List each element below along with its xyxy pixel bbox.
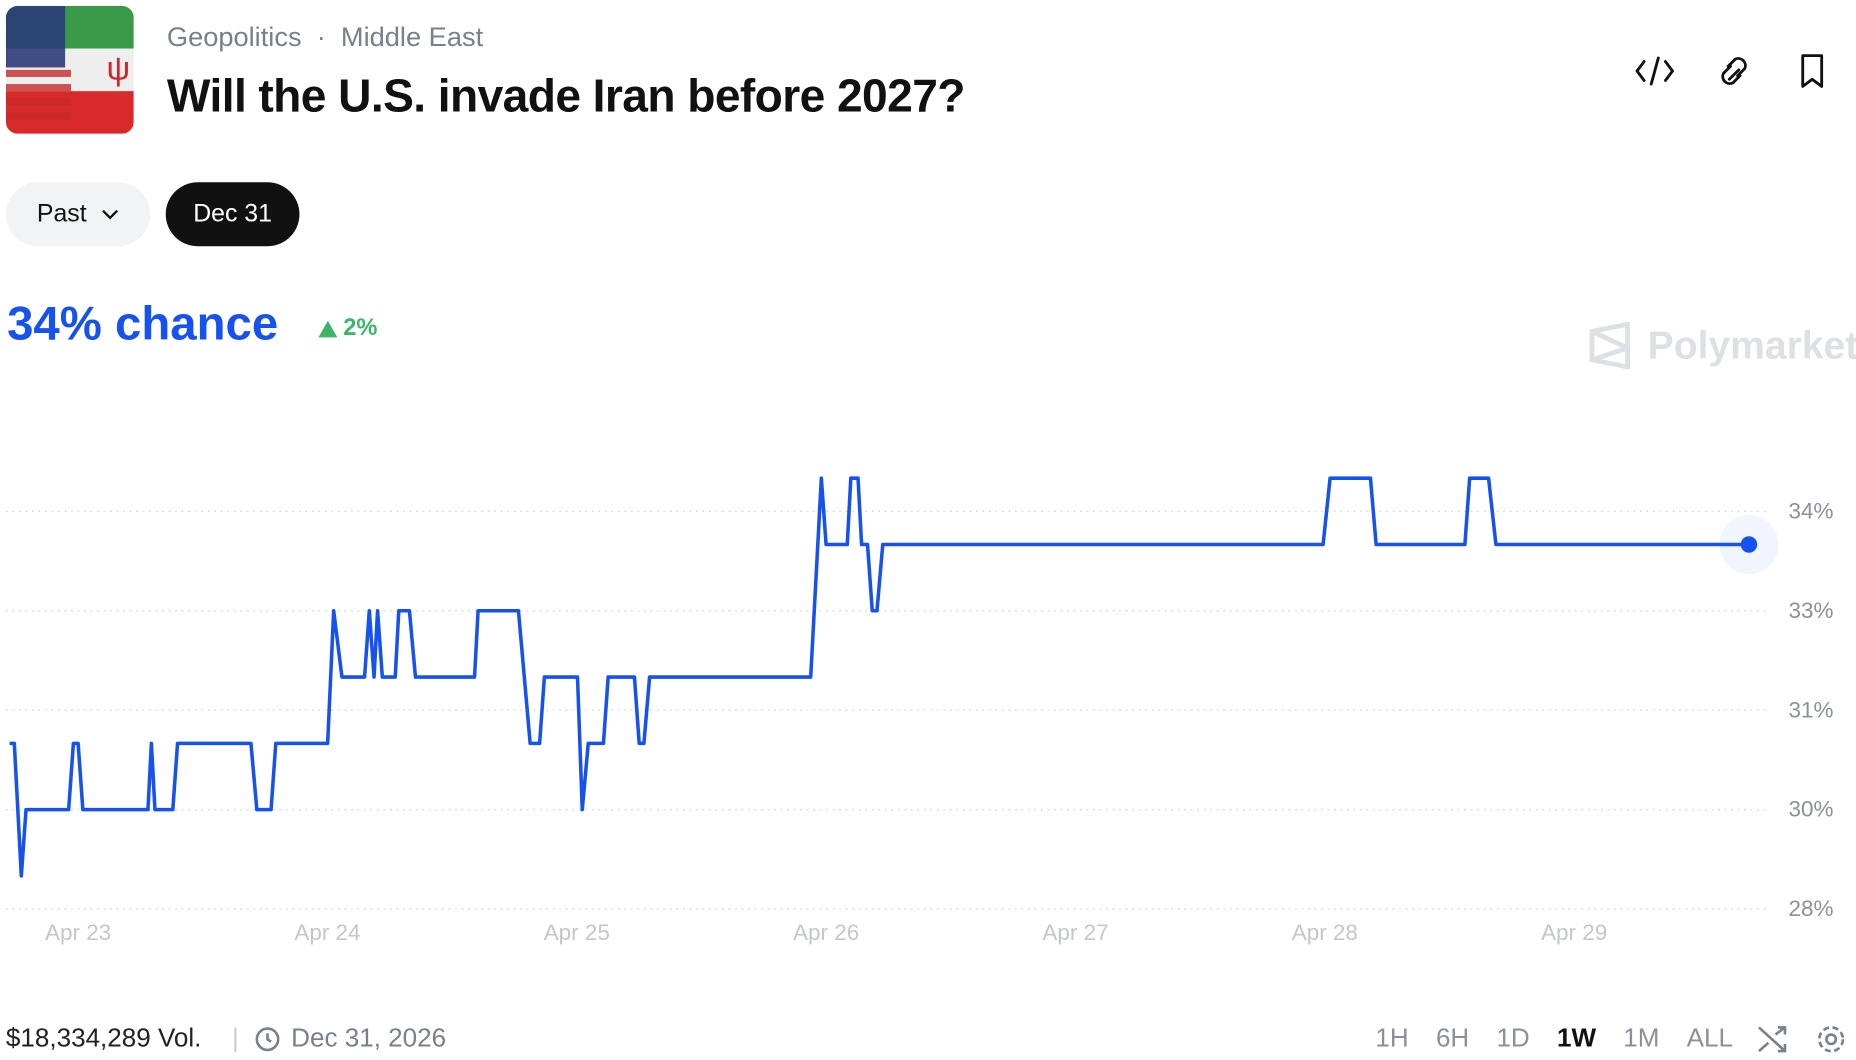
volume: $18,334,289 Vol. (5, 1022, 202, 1053)
embed-button[interactable] (1635, 56, 1674, 86)
range-button[interactable]: 1M (1623, 1022, 1660, 1053)
chevron (101, 209, 118, 220)
chart: 28% 30% 31% 33% 34% Apr 23 Apr 24 Apr 25 Apr 26 A… (5, 476, 1834, 945)
filter-past[interactable]: Past (5, 182, 151, 247)
divider: | (231, 1022, 239, 1053)
actions (1635, 54, 1824, 88)
x-tick-label: Apr 23 (45, 920, 111, 945)
range-button[interactable]: 6H (1435, 1022, 1470, 1053)
breadcrumb: Geopolitics · Middle East (166, 21, 484, 53)
change: 2% (343, 314, 378, 341)
title: Will the U.S. invade Iran before 2027? (166, 71, 966, 122)
breadcrumb-item[interactable]: Geopolitics (166, 21, 302, 53)
range-button[interactable]: ALL (1686, 1022, 1734, 1053)
x-tick-label: Apr 27 (1042, 920, 1108, 945)
y-tick-label: 30% (1789, 797, 1834, 822)
x-tick-label: Apr 28 (1292, 920, 1358, 945)
y-tick-label: 34% (1789, 498, 1834, 523)
range-selector: 1H 6H 1D 1W 1M ALL (1375, 1023, 1760, 1054)
x-tick-label: Apr 26 (793, 920, 859, 945)
shuffle-button[interactable] (1758, 1026, 1787, 1053)
market-icon: ψ (5, 5, 134, 134)
y-tick-label: 33% (1789, 598, 1834, 623)
y-tick-label: 31% (1789, 697, 1834, 722)
filter-label: Past (36, 200, 87, 228)
y-tick-label: 28% (1789, 896, 1834, 921)
controls (1758, 1026, 1845, 1053)
filter-date[interactable]: Dec 31 (165, 182, 300, 247)
end-dot (1740, 536, 1758, 553)
logo-mark (1589, 321, 1630, 370)
end-date: Dec 31, 2026 (291, 1022, 447, 1053)
clock-icon (255, 1027, 280, 1052)
settings-button[interactable] (1817, 1026, 1845, 1053)
chance: 34% chance (7, 298, 279, 351)
x-tick-label: Apr 29 (1541, 920, 1607, 945)
range-button[interactable]: 1W (1556, 1022, 1597, 1053)
x-tick-label: Apr 24 (294, 920, 360, 945)
link-button[interactable] (1721, 57, 1747, 85)
breadcrumb-item[interactable]: Middle East (340, 21, 484, 53)
svg-text:ψ: ψ (107, 50, 131, 87)
x-tick-label: Apr 25 (544, 920, 610, 945)
price-line (9, 476, 1749, 878)
range-button[interactable]: 1H (1375, 1022, 1409, 1053)
watermark: Polymarket (1647, 323, 1856, 367)
bookmark-button[interactable] (1801, 54, 1824, 88)
up-arrow (318, 320, 338, 338)
range-button[interactable]: 1D (1496, 1022, 1530, 1053)
